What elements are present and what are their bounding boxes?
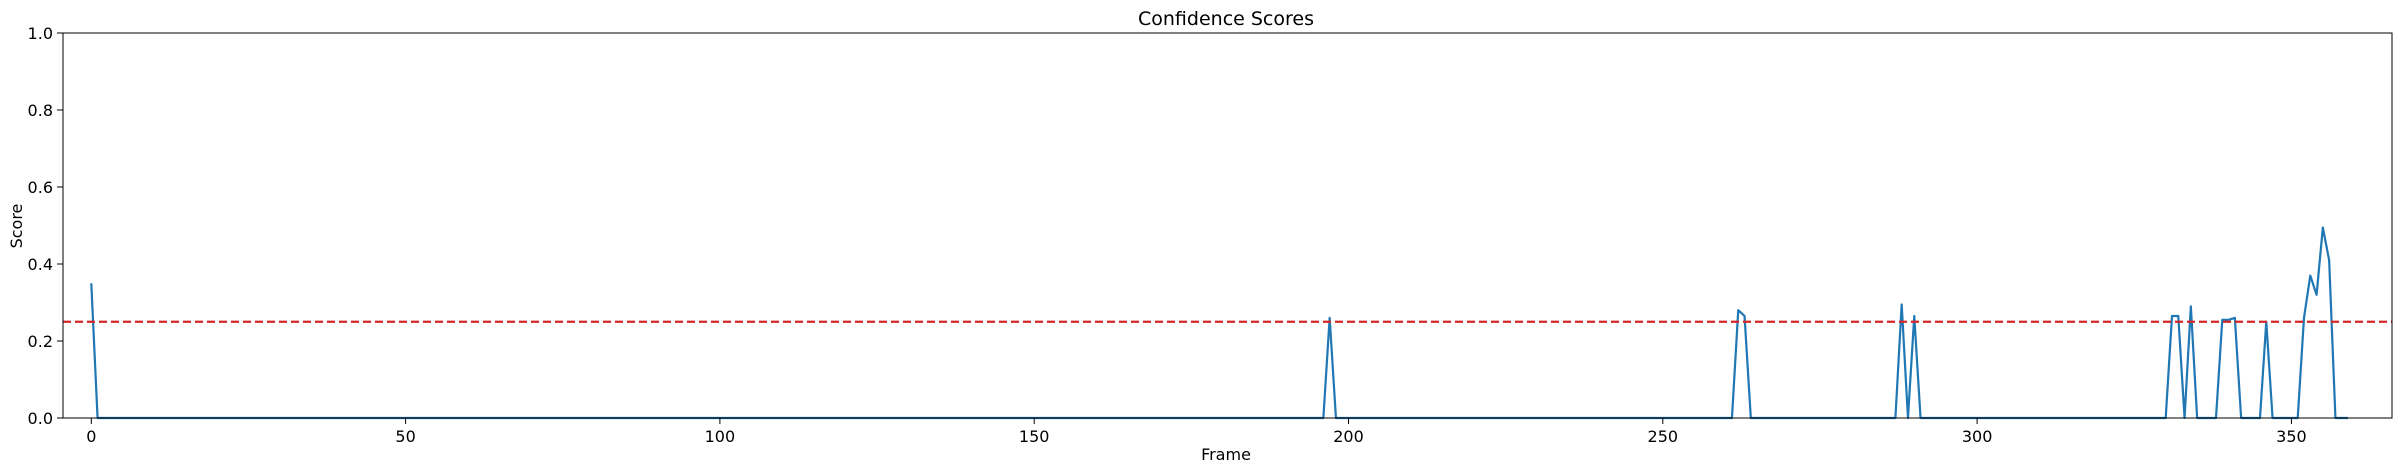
x-tick-label: 250 [1648, 427, 1679, 446]
y-tick-label: 0.0 [28, 409, 53, 428]
x-tick-label: 150 [1019, 427, 1050, 446]
x-tick-label: 0 [86, 427, 96, 446]
x-axis-label: Frame [1201, 445, 1251, 464]
y-tick-label: 0.8 [28, 101, 53, 120]
y-tick-label: 0.4 [28, 255, 53, 274]
x-tick-label: 300 [1962, 427, 1993, 446]
y-axis-label: Score [7, 204, 26, 249]
series-line-0 [90, 226, 2348, 420]
plot-area [62, 32, 2393, 420]
x-tick-label: 50 [395, 427, 415, 446]
y-axis: 0.0 0.2 0.4 0.6 0.8 1.0 [28, 24, 63, 428]
x-tick-label: 100 [705, 427, 736, 446]
plot-frame [62, 32, 2393, 419]
y-tick-label: 0.6 [28, 178, 53, 197]
chart-title: Confidence Scores [1138, 8, 1314, 30]
x-axis: 0 50 100 150 200 250 300 350 [86, 418, 2307, 446]
y-tick-label: 0.2 [28, 332, 53, 351]
y-tick-label: 1.0 [28, 24, 53, 43]
x-tick-label: 200 [1333, 427, 1364, 446]
x-tick-label: 350 [2276, 427, 2307, 446]
